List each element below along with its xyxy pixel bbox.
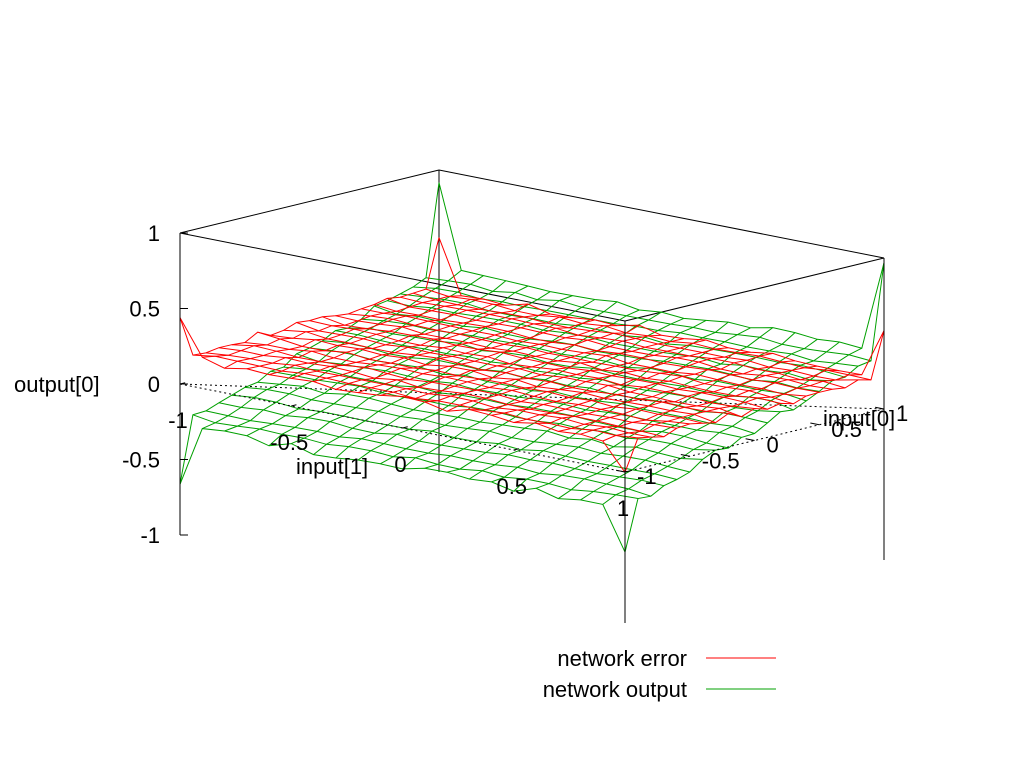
mesh-line-y — [322, 316, 768, 410]
mesh-line-y — [425, 277, 872, 362]
mesh-line-y — [270, 370, 716, 451]
x-tick-mark — [402, 426, 408, 429]
y-tick-label: -0.5 — [702, 448, 740, 473]
x-tick-mark — [179, 382, 186, 385]
mesh-line-y — [218, 347, 665, 438]
mesh-line-y — [231, 344, 677, 429]
mesh-line-y — [438, 237, 885, 376]
mesh-line-y — [179, 317, 626, 473]
z-tick-label: -0.5 — [122, 448, 160, 473]
mesh-line-y — [270, 334, 716, 424]
mesh-line-y — [257, 331, 703, 424]
y-tick-mark — [680, 453, 690, 457]
z-tick-label: 0.5 — [129, 297, 160, 322]
mesh-line-y — [257, 381, 703, 460]
box-edge-top-back — [438, 169, 885, 259]
surfaces — [179, 182, 885, 553]
mesh-line-y — [348, 313, 794, 405]
z-tick-label: -1 — [140, 523, 160, 548]
mesh-line-y — [335, 315, 781, 404]
x-tick-label: -1 — [168, 408, 188, 433]
mesh-line-y — [218, 402, 665, 487]
mesh-line-y — [244, 386, 690, 473]
y-tick-mark — [875, 406, 885, 410]
surface-network-error — [179, 237, 885, 473]
x-tick-label: -0.5 — [270, 430, 308, 455]
axis-ticks: -1 -0.5 0 0.5 1 -1 -0.5 0 0.5 1 -1 -0.5 0 0.5 1 — [122, 221, 908, 548]
x-tick-mark — [291, 404, 297, 407]
mesh-line-y — [374, 304, 820, 393]
z-tick-label: 0 — [148, 372, 160, 397]
y-axis-label: input[0] — [823, 406, 895, 431]
z-tick-label: 1 — [148, 221, 160, 246]
mesh-line-y — [205, 410, 652, 497]
x-tick-label: 0.5 — [496, 474, 527, 499]
legend-label-network-output: network output — [543, 677, 687, 702]
mesh-line-y — [425, 288, 872, 381]
mesh-line-y — [309, 320, 755, 409]
y-tick-label: 0.5 — [831, 417, 862, 442]
legend-label-network-error: network error — [557, 646, 687, 671]
y-tick-mark — [616, 469, 626, 473]
mesh-line-y — [179, 428, 626, 553]
y-tick-label: -1 — [637, 464, 657, 489]
y-tick-mark — [810, 422, 820, 426]
mesh-line-y — [192, 354, 639, 439]
x-tick-mark — [513, 448, 520, 451]
mesh-line-y — [296, 322, 742, 418]
x-axis-label: input[1] — [296, 454, 368, 479]
box-edge-top-front — [179, 232, 626, 322]
box-edge-top-left — [179, 169, 440, 234]
mesh-line-y — [283, 329, 729, 414]
mesh-line-y — [412, 292, 859, 381]
mesh-line-y — [231, 394, 677, 480]
mesh-line-y — [335, 330, 781, 413]
mesh-line-y — [244, 342, 690, 425]
mesh-line-y — [387, 297, 833, 390]
legend: network error network output — [543, 646, 776, 702]
mesh-line-y — [192, 414, 639, 499]
mesh-line-y — [438, 182, 885, 349]
x-tick-mark — [624, 470, 631, 473]
y-tick-mark — [745, 438, 755, 441]
z-axis-label: output[0] — [14, 372, 100, 397]
y-tick-label: 0 — [767, 433, 779, 458]
x-tick-label: 0 — [394, 452, 406, 477]
box-edge-top-right — [624, 257, 885, 322]
mesh-line-y — [205, 352, 651, 438]
x-tick-label: 1 — [617, 496, 629, 521]
mesh-line-y — [361, 308, 807, 397]
y-tick-label: 1 — [896, 401, 908, 426]
mesh-line-y — [399, 296, 846, 389]
